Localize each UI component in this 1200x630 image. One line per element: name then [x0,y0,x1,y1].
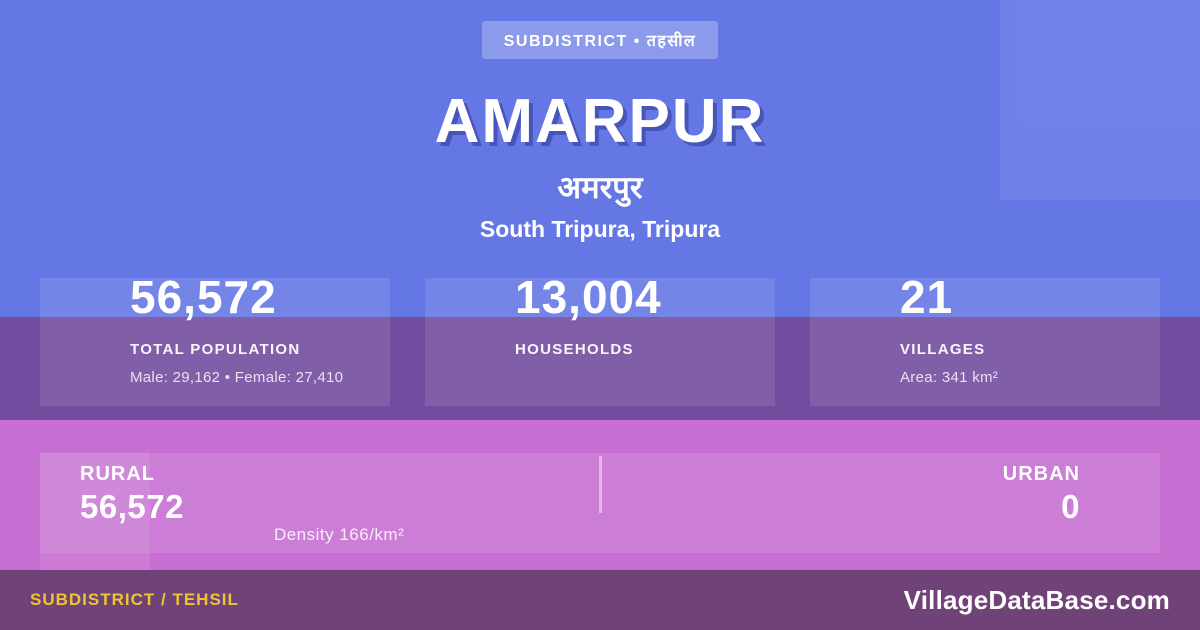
stat-label: VILLAGES [900,341,986,358]
native-name: अमरपुर [557,170,643,205]
footer-bar: SUBDISTRICT / TEHSIL VillageDataBase.com [0,570,1200,630]
stat-value: 13,004 [515,271,662,323]
rural-group: RURAL 56,572 Density 166/km² [80,462,404,553]
header: SUBDISTRICT • तहसील AMARPUR अमरपुर South… [0,0,1200,243]
stat-sub-text: Male: 29,162 • Female: 27,410 [130,369,344,386]
vertical-divider [599,456,602,513]
stat-label: HOUSEHOLDS [515,341,634,358]
urban-value: 0 [1061,488,1080,525]
density-text: Density 166/km² [273,525,405,544]
rural-value: 56,572 [80,488,184,525]
location-subtitle: South Tripura, Tripura [479,216,721,242]
rural-urban-band-background [0,420,1200,570]
stat-value: 56,572 [130,271,277,323]
stat-sub-text: Area: 341 km² [900,369,999,386]
urban-label: URBAN [1002,463,1080,485]
stats-row: 56,572 TOTAL POPULATION Male: 29,162 • F… [40,273,1160,406]
stat-card-villages: 21 VILLAGES Area: 341 km² [810,273,1160,406]
stat-card-total-population: 56,572 TOTAL POPULATION Male: 29,162 • F… [40,273,390,406]
urban-group: URBAN 0 [1003,462,1080,553]
footer-type-label: SUBDISTRICT / TEHSIL [30,590,239,609]
site-name: VillageDataBase.com [903,584,1170,615]
decor-rect-top-right [1000,0,1200,200]
stat-value: 21 [900,271,954,323]
stat-card-households: 13,004 HOUSEHOLDS [425,273,775,406]
page-title: AMARPUR [434,87,766,156]
stats-band-background [0,317,1200,420]
rural-urban-card: RURAL 56,572 Density 166/km² URBAN 0 [40,453,1160,553]
rural-label: RURAL [80,463,155,485]
entity-type-badge: SUBDISTRICT • तहसील [481,21,719,59]
stat-label: TOTAL POPULATION [130,341,301,358]
